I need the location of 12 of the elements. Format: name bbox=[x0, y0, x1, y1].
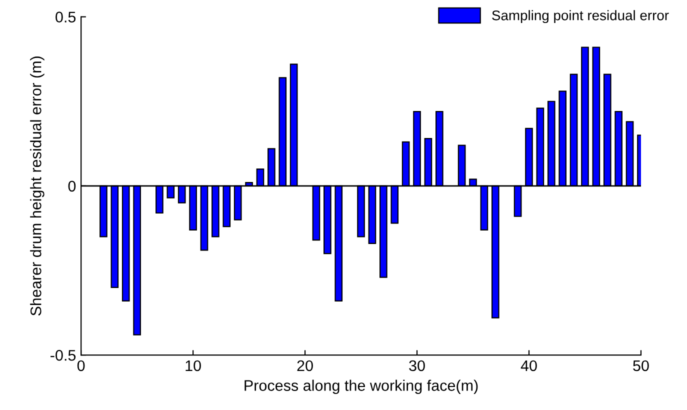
y-tick-label: 0 bbox=[68, 180, 76, 192]
x-tick-label: 30 bbox=[409, 360, 425, 372]
x-tick-label: 10 bbox=[186, 360, 201, 372]
y-tick-label: 0.5 bbox=[56, 12, 76, 22]
x-tick-label: 50 bbox=[633, 360, 649, 372]
x-tick-label: 20 bbox=[297, 360, 313, 372]
x-tick-label: 40 bbox=[520, 360, 537, 372]
x-axis-title: Process along the working face(m) bbox=[244, 380, 478, 394]
x-tick-label: 0 bbox=[77, 360, 85, 372]
legend-label: Sampling point residual error bbox=[492, 10, 669, 24]
y-tick-label: -0.5 bbox=[50, 350, 76, 361]
y-axis-title: Shearer drum height residual error (m) bbox=[30, 56, 44, 316]
